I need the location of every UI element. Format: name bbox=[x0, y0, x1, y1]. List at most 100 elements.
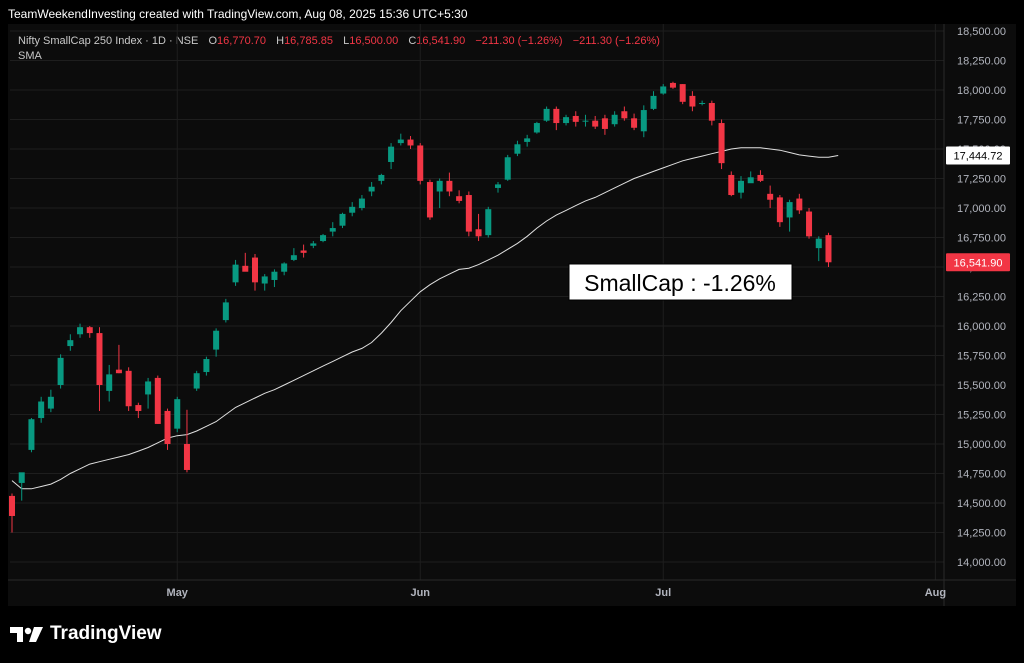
candle-body bbox=[232, 264, 239, 283]
candle-body bbox=[203, 359, 210, 373]
legend-change-secondary: −211.30 (−1.26%) bbox=[572, 35, 660, 47]
y-tick-label: 16,250.00 bbox=[957, 292, 1006, 304]
candle-body bbox=[728, 174, 735, 196]
candle-body bbox=[436, 180, 443, 192]
y-tick-label: 14,000.00 bbox=[957, 557, 1006, 569]
candle-body bbox=[708, 102, 715, 121]
candle-body bbox=[222, 302, 229, 321]
candle-body bbox=[533, 123, 540, 133]
candle-body bbox=[553, 108, 560, 124]
candle-body bbox=[718, 123, 725, 164]
candle-body bbox=[786, 202, 793, 218]
candle-body bbox=[86, 327, 93, 334]
y-tick-label: 18,000.00 bbox=[957, 85, 1006, 97]
candle-body bbox=[495, 184, 501, 188]
candle-body bbox=[660, 86, 667, 94]
candle-body bbox=[252, 257, 258, 283]
legend-symbol[interactable]: Nifty SmallCap 250 Index · 1D · NSE bbox=[18, 35, 199, 47]
candle-body bbox=[504, 157, 511, 180]
candle-body bbox=[57, 357, 64, 385]
y-tick-label: 15,500.00 bbox=[957, 380, 1006, 392]
candle-body bbox=[154, 377, 161, 424]
candle-body bbox=[28, 419, 35, 450]
candle-body bbox=[582, 120, 589, 122]
candle-body bbox=[621, 111, 628, 119]
candle-body bbox=[456, 196, 463, 201]
candle-body bbox=[378, 174, 385, 181]
candle-body bbox=[446, 180, 453, 192]
candle-body bbox=[38, 401, 45, 419]
legend-open-label: O bbox=[208, 35, 218, 47]
tradingview-wordmark: TradingView bbox=[50, 623, 162, 644]
legend-row-indicator: SMA bbox=[18, 49, 660, 64]
legend-row-main: Nifty SmallCap 250 Index · 1D · NSE O16,… bbox=[18, 34, 660, 49]
sma-line bbox=[11, 147, 839, 490]
candle-body bbox=[689, 95, 696, 107]
y-tick-label: 18,250.00 bbox=[957, 56, 1006, 68]
chart-area[interactable] bbox=[8, 24, 1016, 606]
candle-body bbox=[572, 115, 579, 122]
last-price-tag bbox=[946, 253, 1010, 272]
candle-body bbox=[106, 374, 113, 391]
y-tick-label: 15,750.00 bbox=[957, 351, 1006, 363]
candle-body bbox=[767, 193, 774, 200]
y-tick-label: 15,000.00 bbox=[957, 439, 1006, 451]
candle-body bbox=[514, 144, 521, 154]
candle-body bbox=[213, 330, 220, 350]
candle-body bbox=[650, 95, 657, 109]
candle-body bbox=[699, 102, 706, 104]
y-tick-label: 16,750.00 bbox=[957, 233, 1006, 245]
y-tick-label: 14,250.00 bbox=[957, 528, 1006, 540]
candle-body bbox=[242, 265, 249, 272]
candle-body bbox=[426, 182, 433, 218]
candle-body bbox=[310, 243, 317, 246]
candle-body bbox=[261, 276, 268, 284]
candle-body bbox=[300, 250, 307, 253]
y-tick-label: 16,000.00 bbox=[957, 321, 1006, 333]
candle-body bbox=[290, 255, 297, 260]
candle-body bbox=[543, 108, 550, 121]
candle-body bbox=[806, 211, 813, 237]
candle-body bbox=[77, 327, 84, 335]
candle-body bbox=[349, 206, 356, 213]
candle-body bbox=[815, 238, 822, 249]
legend-low-label: L bbox=[343, 35, 350, 47]
y-tick-label: 17,250.00 bbox=[957, 174, 1006, 186]
candle-body bbox=[601, 118, 608, 129]
x-tick-label: Jul bbox=[655, 587, 671, 599]
attribution-text: TeamWeekendInvesting created with Tradin… bbox=[8, 7, 468, 21]
candle-body bbox=[281, 263, 288, 272]
candle-body bbox=[115, 369, 122, 374]
candle-body bbox=[738, 180, 744, 193]
candle-body bbox=[485, 209, 492, 236]
candle-body bbox=[796, 198, 803, 211]
candle-body bbox=[592, 120, 599, 127]
y-tick-label: 17,750.00 bbox=[957, 115, 1006, 127]
candle-body bbox=[388, 146, 395, 162]
candle-body bbox=[669, 82, 676, 88]
annotation-text: SmallCap : -1.26% bbox=[584, 270, 776, 296]
candle-body bbox=[631, 118, 638, 128]
y-tick-label: 17,000.00 bbox=[957, 203, 1006, 215]
legend-open-value: 16,770.70 bbox=[217, 35, 266, 47]
candle-body bbox=[96, 333, 103, 385]
legend-sma-label[interactable]: SMA bbox=[18, 50, 42, 62]
annotation-box bbox=[568, 263, 793, 301]
candle-body bbox=[776, 197, 783, 223]
legend-close-label: C bbox=[408, 35, 417, 47]
candle-body bbox=[183, 444, 190, 470]
tradingview-logo[interactable]: TradingView bbox=[10, 622, 162, 646]
last-price-tag-text: 16,541.90 bbox=[954, 257, 1003, 269]
candle-body bbox=[747, 177, 754, 184]
candle-body bbox=[358, 198, 365, 208]
legend-close-value: 16,541.90 bbox=[416, 35, 466, 47]
candle-body bbox=[67, 340, 74, 347]
candle-body bbox=[368, 186, 375, 192]
candle-body bbox=[135, 405, 142, 411]
legend-low-value: 16,500.00 bbox=[349, 35, 399, 47]
candle-body bbox=[125, 370, 132, 407]
candle-body bbox=[174, 399, 181, 429]
candle-body bbox=[164, 410, 171, 444]
candle-body bbox=[825, 235, 832, 263]
